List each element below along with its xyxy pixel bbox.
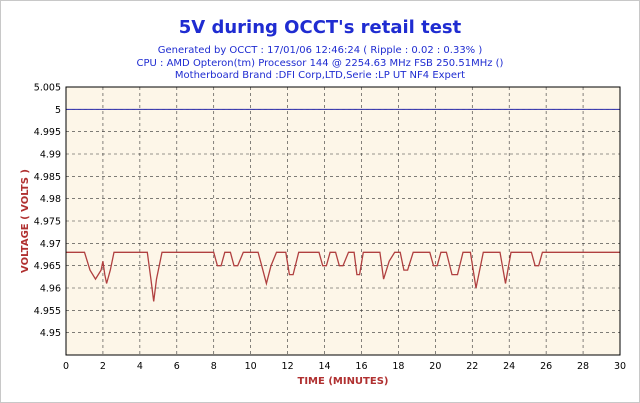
x-tick-label: 10 — [245, 361, 257, 372]
series-line-5v — [66, 251, 620, 302]
x-tick-label: 12 — [282, 361, 294, 372]
y-tick-label: 4.96 — [40, 284, 61, 295]
y-tick-label: 4.995 — [34, 127, 61, 138]
y-tick-label: 4.975 — [34, 217, 61, 228]
subtitle-cpu: CPU : AMD Opteron(tm) Processor 144 @ 22… — [136, 58, 504, 69]
x-tick-label: 18 — [392, 361, 404, 372]
x-tick-label: 26 — [540, 361, 552, 372]
y-tick-label: 4.965 — [34, 261, 61, 272]
y-tick-label: 4.95 — [40, 328, 61, 339]
plot-border — [65, 86, 621, 356]
x-tick-label: 16 — [355, 361, 367, 372]
x-tick-label: 28 — [577, 361, 589, 372]
x-tick-label: 6 — [174, 361, 180, 372]
y-tick-label: 4.99 — [40, 150, 61, 161]
y-tick-label: 5.005 — [34, 83, 61, 94]
subtitle-motherboard: Motherboard Brand :DFI Corp,LTD,Serie :L… — [174, 70, 466, 81]
x-tick-label: 24 — [503, 361, 515, 372]
x-axis-title: TIME (MINUTES) — [298, 376, 389, 387]
x-tick-label: 22 — [466, 361, 478, 372]
x-tick-label: 8 — [211, 361, 217, 372]
chart-title: 5V during OCCT's retail test — [178, 17, 462, 38]
x-tick-label: 20 — [429, 361, 441, 372]
y-axis-title: VOLTAGE ( VOLTS ) — [20, 169, 31, 273]
y-tick-label: 4.955 — [34, 306, 61, 317]
y-tick-labels: 4.95 4.955 4.96 4.965 4.97 4.975 4.98 4.985 4.99… — [34, 83, 61, 340]
y-tick-label: 4.985 — [34, 172, 61, 183]
x-tick-labels: 0 2 4 6 8 10 12 14 16 18 20 22 24 26 28 30 — [63, 361, 626, 372]
y-tick-label: 4.98 — [40, 194, 61, 205]
x-tick-label: 30 — [614, 361, 626, 372]
y-tick-label: 4.97 — [40, 239, 61, 250]
x-tick-label: 0 — [63, 361, 69, 372]
y-tick-label: 5 — [55, 105, 61, 116]
subtitle-generated: Generated by OCCT : 17/01/06 12:46:24 ( … — [157, 45, 483, 56]
x-tick-label: 14 — [318, 361, 330, 372]
x-tick-label: 4 — [137, 361, 143, 372]
x-tick-label: 2 — [100, 361, 106, 372]
